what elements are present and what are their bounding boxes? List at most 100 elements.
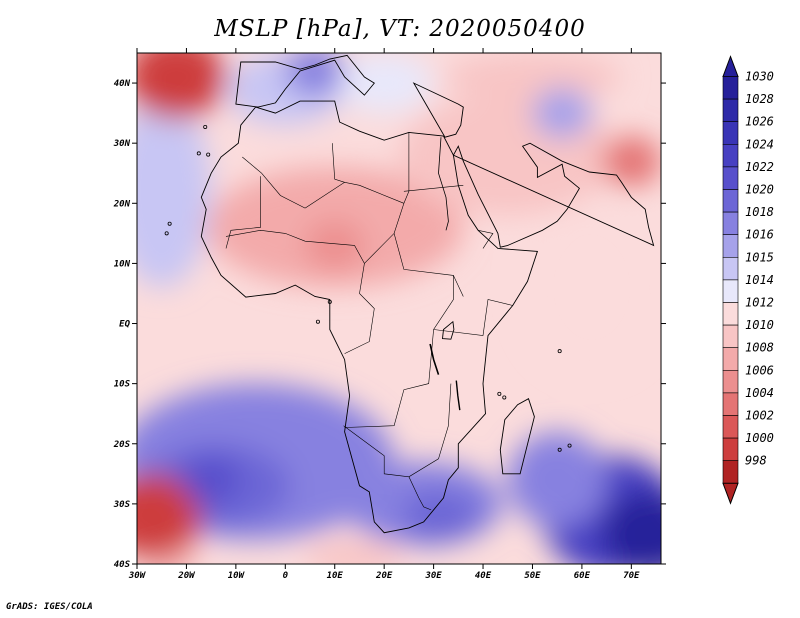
colorbar-swatch — [722, 121, 739, 145]
lake-malawi — [455, 380, 461, 411]
colorbar-label: 1002 — [745, 409, 774, 423]
colorbar: 1030 1028 1026 1024 1022 1020 1018 1016 1015 1014… — [722, 55, 774, 505]
plot-frame — [136, 52, 662, 565]
colorbar-label: 1000 — [745, 431, 774, 445]
colorbar-swatch — [722, 392, 739, 416]
colorbar-swatch — [722, 234, 739, 258]
colorbar-swatch — [722, 279, 739, 303]
pressure-region — [522, 203, 661, 372]
colorbar-label: 1010 — [745, 318, 774, 332]
colorbar-label: 1030 — [745, 70, 774, 84]
island — [327, 299, 332, 304]
colorbar-swatch — [722, 347, 739, 371]
country-border — [344, 275, 454, 428]
island — [315, 319, 320, 324]
lat-tick-label: 40N — [114, 79, 131, 89]
lon-tick-label: 70E — [623, 571, 640, 581]
map-title: MSLP [hPa], VT: 2020050400 — [214, 16, 586, 42]
lake-tanganyika — [429, 343, 440, 375]
colorbar-bottom-arrow — [722, 482, 739, 505]
colorbar-label: 1008 — [745, 341, 774, 355]
country-border — [332, 143, 345, 183]
colorbar-label: 1004 — [745, 386, 774, 400]
colorbar-label: 998 — [745, 454, 767, 468]
country-border — [433, 299, 513, 336]
colorbar-label: 1012 — [745, 296, 774, 310]
lat-tick-label: 20N — [113, 199, 131, 209]
lon-tick-label: 0 — [283, 571, 289, 581]
pressure-centre — [601, 491, 661, 564]
lat-tick-label: 10S — [114, 380, 131, 390]
colorbar-swatch — [722, 369, 739, 394]
arabia-coastline — [452, 142, 655, 248]
island — [497, 391, 502, 396]
colorbar-swatch — [722, 256, 739, 281]
country-border — [408, 476, 432, 511]
lon-tick-label: 30E — [424, 571, 442, 581]
colorbar-swatch — [722, 76, 739, 100]
colorbar-swatch — [722, 98, 739, 122]
colorbar-swatch — [722, 460, 739, 484]
pressure-centre — [532, 87, 592, 139]
colorbar-label: 1026 — [745, 115, 774, 129]
country-border — [225, 229, 355, 246]
country-border — [403, 185, 464, 192]
island — [167, 221, 172, 226]
colorbar-top-arrow — [722, 55, 739, 77]
country-border — [304, 181, 405, 209]
colorbar-label: 1024 — [745, 137, 774, 151]
country-border — [403, 132, 410, 204]
colorbar-swatch — [722, 144, 739, 168]
pressure-centre — [403, 490, 464, 542]
colorbar-label: 1006 — [745, 363, 774, 377]
madagascar-coastline — [499, 398, 535, 475]
island — [502, 395, 507, 400]
colorbar-swatch — [722, 211, 739, 236]
island — [164, 231, 169, 236]
country-border — [225, 176, 261, 249]
country-border — [344, 263, 375, 354]
axis-ticks: 30W 20W 10W 0 10E 20E 30E 40E 50E 60E 70E 40N 30N 20N… — [113, 48, 666, 581]
africa-coastline — [200, 100, 539, 534]
pressure-centre — [137, 53, 226, 120]
colorbar-label: 1014 — [745, 273, 774, 287]
colorbar-swatch — [722, 437, 739, 462]
lon-tick-label: 10E — [327, 571, 344, 581]
colorbar-swatch — [722, 415, 739, 439]
lat-tick-label: 10N — [114, 259, 131, 269]
island — [567, 443, 572, 448]
lat-tick-label: 20S — [113, 440, 131, 450]
levant-coastline — [412, 82, 464, 138]
colorbar-label: 1018 — [745, 205, 774, 219]
pressure-centre — [137, 473, 202, 558]
lon-tick-label: 20E — [375, 571, 393, 581]
pressure-field — [137, 53, 661, 564]
lat-tick-label: 30N — [113, 139, 131, 149]
colorbar-label: 1020 — [745, 183, 774, 197]
colorbar-swatch — [722, 324, 739, 349]
pressure-centre — [601, 135, 661, 187]
colorbar-swatch — [722, 166, 739, 190]
island — [203, 124, 208, 129]
pressure-region — [334, 53, 434, 114]
island — [557, 447, 562, 452]
pressure-centre — [285, 53, 345, 97]
country-border — [242, 156, 306, 209]
europe-south-coastline — [235, 54, 375, 108]
lon-tick-label: 40E — [475, 571, 492, 581]
country-border — [478, 230, 494, 249]
country-border — [393, 233, 464, 297]
pressure-region — [507, 431, 607, 528]
lat-tick-label: 30S — [113, 500, 131, 510]
pressure-centre — [305, 220, 365, 271]
lon-tick-label: 10W — [228, 571, 246, 581]
lon-tick-label: 20W — [177, 571, 196, 581]
colorbar-label: 1022 — [745, 160, 774, 174]
island — [196, 151, 201, 156]
pressure-region — [137, 95, 212, 288]
island — [557, 349, 562, 354]
colorbar-label: 1015 — [745, 250, 774, 264]
lat-tick-label: 40S — [114, 560, 131, 570]
grads-credit: GrADS: IGES/COLA — [6, 602, 93, 612]
